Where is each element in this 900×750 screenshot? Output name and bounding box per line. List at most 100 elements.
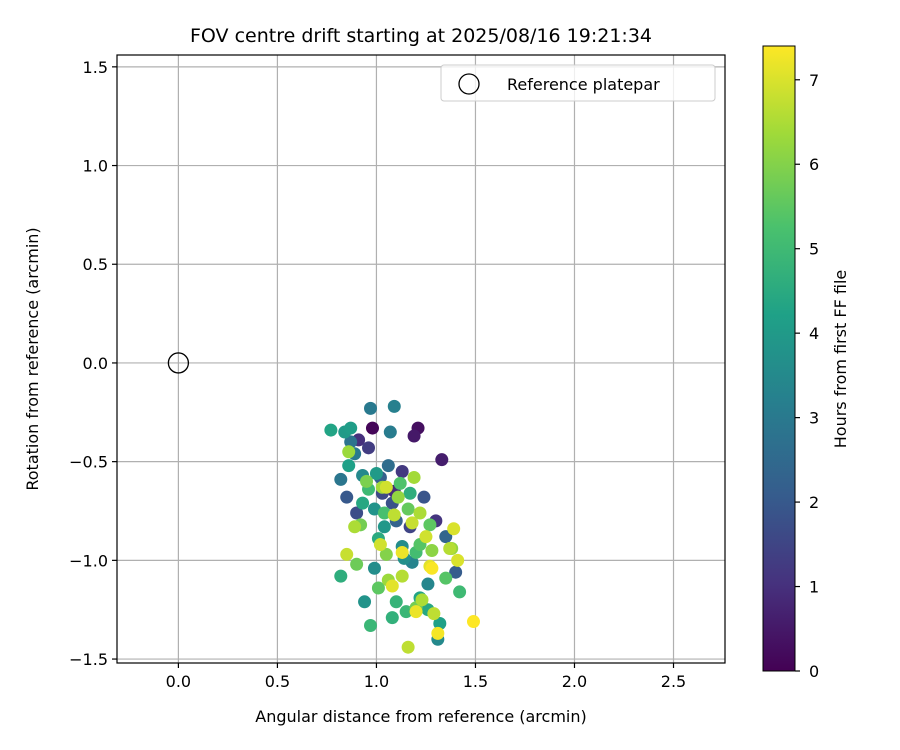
scatter-point xyxy=(385,579,399,593)
reference-point xyxy=(167,352,190,374)
scatter-point xyxy=(362,441,376,455)
legend-label-reference: Reference platepar xyxy=(507,75,660,94)
y-tick-label: −1.5 xyxy=(69,650,108,669)
colorbar-tick-label: 2 xyxy=(809,493,819,512)
colorbar-label: Hours from first FF file xyxy=(831,270,850,449)
scatter-point xyxy=(344,421,358,435)
y-tick-label: 0.0 xyxy=(83,354,108,373)
scatter-points xyxy=(324,399,480,654)
scatter-point xyxy=(423,518,437,532)
scatter-point xyxy=(344,435,358,449)
scatter-point xyxy=(367,502,381,516)
colorbar-tick-label: 4 xyxy=(809,324,819,343)
scatter-point xyxy=(365,421,379,435)
scatter-point xyxy=(350,506,364,520)
scatter-point xyxy=(449,565,463,579)
x-axis-label: Angular distance from reference (arcmin) xyxy=(255,707,586,726)
scatter-point xyxy=(401,640,415,654)
scatter-point xyxy=(409,605,423,619)
y-tick-label: 1.0 xyxy=(83,157,108,176)
scatter-point xyxy=(439,530,453,544)
scatter-point xyxy=(389,595,403,609)
plot-frame xyxy=(116,54,726,664)
y-axis-ticks: −1.5 −1.0 −0.5 0.0 0.5 1.0 1.5 xyxy=(69,58,117,669)
y-tick-label: −1.0 xyxy=(69,551,108,570)
legend-box xyxy=(440,64,716,102)
colorbar-tick-label: 7 xyxy=(809,71,819,90)
colorbar-tick-label: 3 xyxy=(809,409,819,428)
scatter-point xyxy=(363,618,377,632)
scatter-point xyxy=(383,425,397,439)
scatter-point xyxy=(425,543,439,557)
scatter-point xyxy=(381,459,395,473)
scatter-point xyxy=(451,553,465,567)
x-tick-label: 2.0 xyxy=(562,672,587,691)
scatter-point xyxy=(324,423,338,437)
grid-lines xyxy=(117,55,725,663)
scatter-point xyxy=(407,429,421,443)
scatter-point xyxy=(334,472,348,486)
x-axis-ticks: 0.0 0.5 1.0 1.5 2.0 2.5 xyxy=(166,663,686,691)
y-tick-label: 1.5 xyxy=(83,58,108,77)
scatter-point xyxy=(350,557,364,571)
scatter-point xyxy=(395,545,409,559)
scatter-point xyxy=(342,445,356,459)
scatter-point xyxy=(433,617,447,631)
scatter-point xyxy=(373,538,387,552)
scatter-point xyxy=(407,470,421,484)
x-tick-label: 0.0 xyxy=(166,672,191,691)
scatter-point xyxy=(399,605,413,619)
scatter-point xyxy=(427,607,441,621)
scatter-point xyxy=(391,490,405,504)
legend-marker-reference xyxy=(458,73,480,95)
scatter-point xyxy=(466,615,480,629)
y-tick-label: −0.5 xyxy=(69,453,108,472)
scatter-point xyxy=(387,508,401,522)
colorbar-tick-label: 5 xyxy=(809,240,819,259)
scatter-point xyxy=(377,520,391,534)
colorbar-tick-label: 1 xyxy=(809,578,819,597)
x-tick-label: 2.5 xyxy=(661,672,686,691)
scatter-point xyxy=(395,465,409,479)
scatter-point xyxy=(358,595,372,609)
x-tick-label: 1.0 xyxy=(364,672,389,691)
y-axis-label: Rotation from reference (arcmin) xyxy=(23,227,42,490)
reference-marker xyxy=(167,352,190,374)
y-tick-label: 0.5 xyxy=(83,255,108,274)
scatter-point xyxy=(447,522,461,536)
scatter-point xyxy=(435,453,449,467)
scatter-point xyxy=(403,486,417,500)
scatter-point xyxy=(371,581,385,595)
scatter-point xyxy=(419,530,433,544)
colorbar: 0 1 2 3 4 5 6 7 Hours from first FF file xyxy=(762,45,850,681)
scatter-point xyxy=(453,585,467,599)
chart-title: FOV centre drift starting at 2025/08/16 … xyxy=(190,25,652,47)
colorbar-tick-label: 0 xyxy=(809,662,819,681)
scatter-point xyxy=(334,569,348,583)
scatter-point xyxy=(413,506,427,520)
scatter-point xyxy=(348,520,362,534)
scatter-point xyxy=(360,474,374,488)
scatter-point xyxy=(401,502,415,516)
x-tick-label: 0.5 xyxy=(265,672,290,691)
x-tick-label: 1.5 xyxy=(463,672,488,691)
scatter-point xyxy=(363,401,377,415)
legend: Reference platepar xyxy=(440,64,716,102)
scatter-point xyxy=(387,399,401,413)
scatter-point xyxy=(415,593,429,607)
scatter-point xyxy=(379,547,393,561)
scatter-point xyxy=(385,611,399,625)
scatter-point xyxy=(367,561,381,575)
scatter-point xyxy=(340,490,354,504)
scatter-point xyxy=(356,496,370,510)
scatter-point xyxy=(377,506,391,520)
scatter-point xyxy=(405,516,419,530)
scatter-point xyxy=(417,490,431,504)
scatter-point xyxy=(431,626,445,640)
scatter-point xyxy=(379,480,393,494)
colorbar-ticks: 0 1 2 3 4 5 6 7 xyxy=(795,71,819,681)
scatter-point xyxy=(425,561,439,575)
scatter-point xyxy=(369,466,383,480)
scatter-point xyxy=(421,577,435,591)
scatter-point xyxy=(340,547,354,561)
